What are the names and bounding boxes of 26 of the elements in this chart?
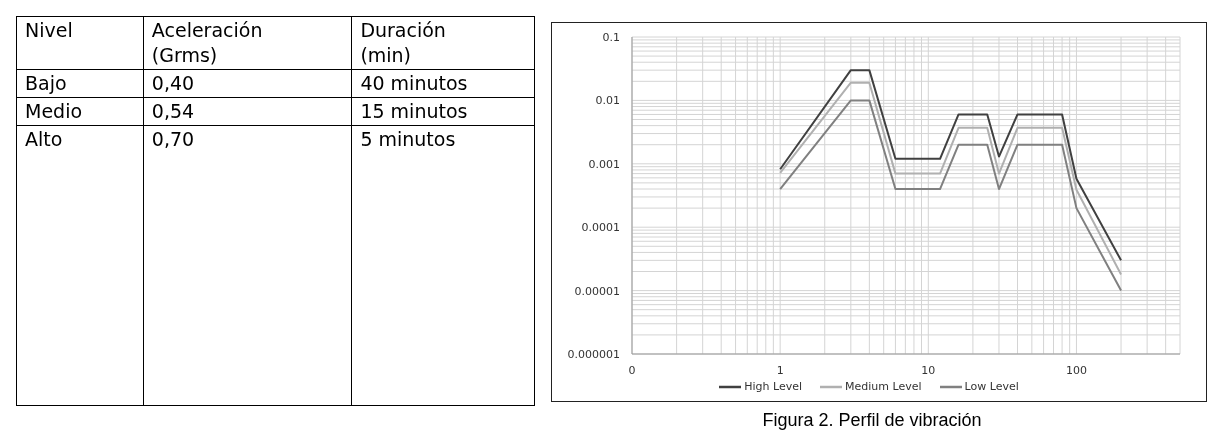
text: 0,40 xyxy=(143,69,352,98)
legend-label: High Level xyxy=(743,380,803,393)
text: Nivel xyxy=(16,16,144,70)
text: 0,70 xyxy=(143,125,352,406)
text: Figura 2. Perfil de vibración xyxy=(761,410,983,431)
text: Bajo xyxy=(16,69,144,98)
y-tick-label: 0.01 xyxy=(595,94,620,108)
y-tick-label: 0.1 xyxy=(602,31,620,44)
text: 40 minutos xyxy=(351,69,535,98)
text: Alto xyxy=(16,125,144,406)
x-tick-label: 10 xyxy=(921,364,936,377)
text: Aceleración (Grms) xyxy=(143,16,352,70)
text: 0,54 xyxy=(143,97,352,126)
y-tick-label: 0.001 xyxy=(588,157,620,171)
text: 5 minutos xyxy=(351,125,535,406)
text: Duración (min) xyxy=(351,16,535,70)
text: Medio xyxy=(16,97,144,126)
y-tick-label: 0.000001 xyxy=(567,348,620,361)
x-tick-label: 100 xyxy=(1065,364,1087,377)
x-tick-label: 0 xyxy=(628,364,636,377)
text: 15 minutos xyxy=(351,97,535,126)
legend-label: Low Level xyxy=(963,380,1019,393)
legend-label: Medium Level xyxy=(844,380,922,393)
y-tick-label: 0.00001 xyxy=(574,284,620,298)
x-tick-label: 1 xyxy=(776,364,784,377)
y-tick-label: 0.0001 xyxy=(581,221,620,235)
